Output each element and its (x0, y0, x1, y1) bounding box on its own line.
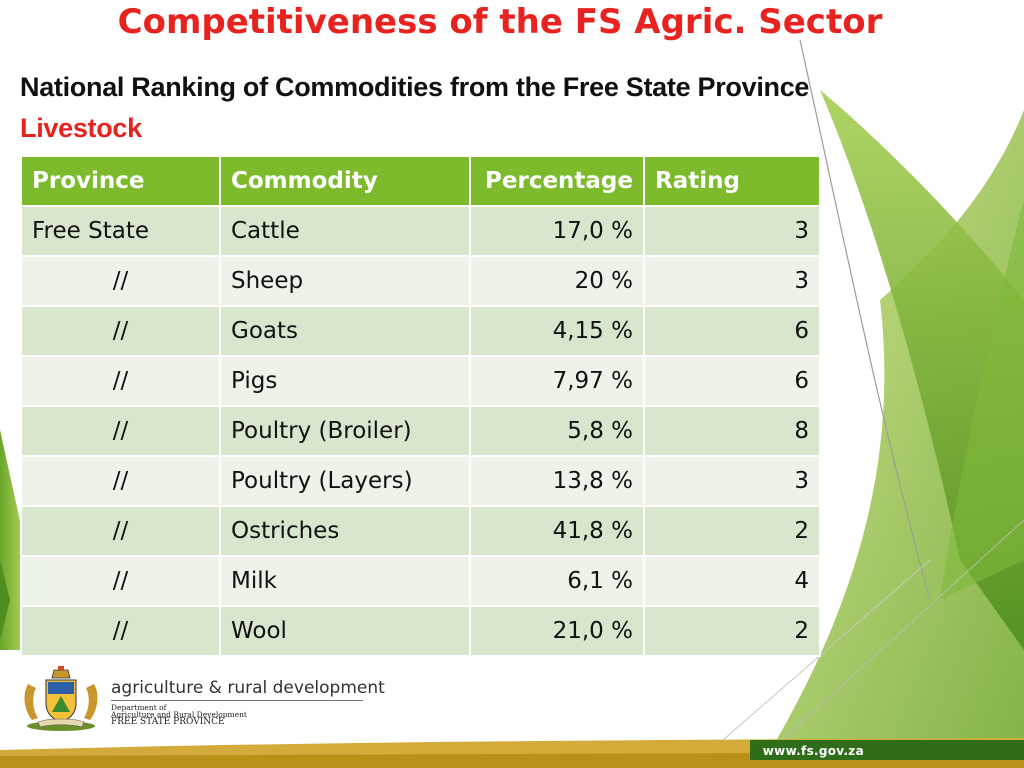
cell-commodity: Poultry (Layers) (219, 455, 471, 507)
cell-province: // (20, 605, 221, 657)
header-commodity: Commodity (219, 155, 471, 207)
cell-percentage: 4,15 % (469, 305, 645, 357)
cell-commodity: Poultry (Broiler) (219, 405, 471, 457)
cell-rating: 6 (643, 305, 821, 357)
cell-commodity: Cattle (219, 205, 471, 257)
cell-commodity: Ostriches (219, 505, 471, 557)
coat-of-arms-icon (24, 666, 98, 731)
cell-percentage: 41,8 % (469, 505, 645, 557)
commodity-ranking-table: Province Commodity Percentage Rating Fre… (20, 155, 821, 657)
department-name: agriculture & rural development (111, 678, 385, 698)
header-percentage: Percentage (469, 155, 645, 207)
cell-rating: 3 (643, 255, 821, 307)
table-row: // Milk 6,1 % 4 (20, 555, 821, 607)
cell-rating: 2 (643, 505, 821, 557)
cell-province: // (20, 555, 221, 607)
logo-divider (111, 700, 363, 701)
header-rating: Rating (643, 155, 821, 207)
table-header-row: Province Commodity Percentage Rating (20, 155, 821, 207)
cell-commodity: Milk (219, 555, 471, 607)
cell-rating: 3 (643, 455, 821, 507)
cell-province: // (20, 505, 221, 557)
department-label-line2: Agriculture and Rural Development (111, 710, 247, 719)
table-row: // Ostriches 41,8 % 2 (20, 505, 821, 557)
table-row: Free State Cattle 17,0 % 3 (20, 205, 821, 257)
cell-province: // (20, 305, 221, 357)
footer-url: www.fs.gov.za (762, 744, 864, 758)
header-province: Province (20, 155, 221, 207)
cell-rating: 6 (643, 355, 821, 407)
section-heading: Livestock (20, 113, 142, 143)
cell-province: Free State (20, 205, 221, 257)
cell-percentage: 5,8 % (469, 405, 645, 457)
cell-percentage: 21,0 % (469, 605, 645, 657)
cell-percentage: 13,8 % (469, 455, 645, 507)
slide-subtitle: National Ranking of Commodities from the… (20, 72, 810, 102)
cell-rating: 4 (643, 555, 821, 607)
table-row: // Goats 4,15 % 6 (20, 305, 821, 357)
table-row: // Sheep 20 % 3 (20, 255, 821, 307)
cell-province: // (20, 255, 221, 307)
cell-percentage: 7,97 % (469, 355, 645, 407)
table-row: // Poultry (Broiler) 5,8 % 8 (20, 405, 821, 457)
table-row: // Pigs 7,97 % 6 (20, 355, 821, 407)
department-province: FREE STATE PROVINCE (111, 717, 225, 727)
cell-percentage: 17,0 % (469, 205, 645, 257)
cell-commodity: Pigs (219, 355, 471, 407)
cell-rating: 2 (643, 605, 821, 657)
cell-province: // (20, 405, 221, 457)
cell-percentage: 20 % (469, 255, 645, 307)
table-row: // Wool 21,0 % 2 (20, 605, 821, 657)
cell-commodity: Wool (219, 605, 471, 657)
cell-percentage: 6,1 % (469, 555, 645, 607)
slide-title: Competitiveness of the FS Agric. Sector (117, 2, 883, 42)
cell-province: // (20, 355, 221, 407)
department-logo: agriculture & rural development Departme… (18, 664, 385, 734)
cell-province: // (20, 455, 221, 507)
cell-rating: 3 (643, 205, 821, 257)
cell-commodity: Goats (219, 305, 471, 357)
cell-commodity: Sheep (219, 255, 471, 307)
department-label-line1: Department of (111, 703, 167, 712)
cell-rating: 8 (643, 405, 821, 457)
table-row: // Poultry (Layers) 13,8 % 3 (20, 455, 821, 507)
